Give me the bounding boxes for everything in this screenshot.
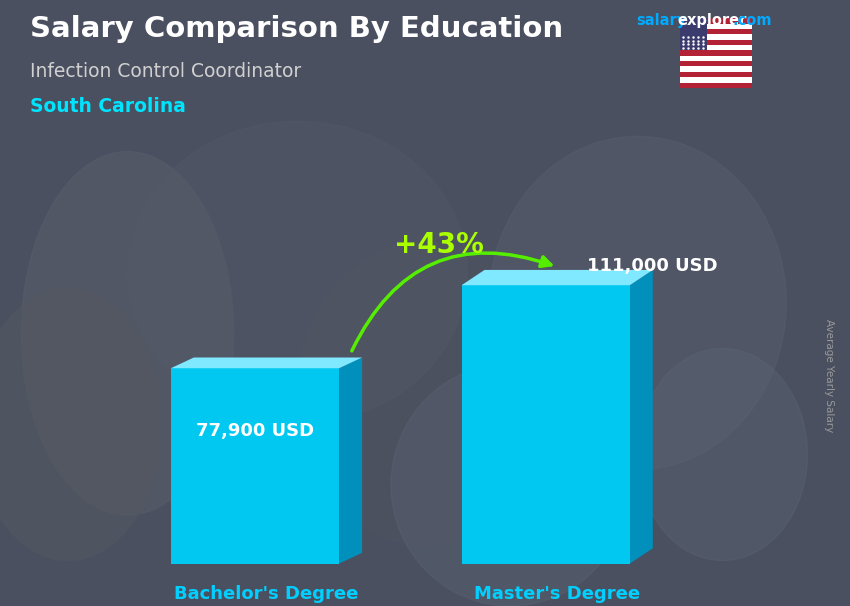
Bar	[680, 29, 752, 35]
Text: Salary Comparison By Education: Salary Comparison By Education	[30, 15, 563, 43]
Bar	[680, 72, 752, 77]
Polygon shape	[462, 270, 653, 285]
Bar	[680, 45, 752, 50]
Ellipse shape	[391, 364, 629, 606]
Bar	[680, 82, 752, 88]
Ellipse shape	[638, 348, 808, 561]
Bar	[680, 61, 752, 67]
Bar	[680, 77, 752, 82]
Ellipse shape	[21, 152, 234, 515]
Polygon shape	[171, 358, 362, 368]
Bar	[680, 39, 752, 45]
Text: .com: .com	[733, 13, 772, 28]
Polygon shape	[630, 270, 653, 564]
Bar	[462, 285, 630, 564]
Bar	[680, 50, 752, 56]
Bar	[680, 18, 707, 50]
Bar	[680, 67, 752, 72]
Bar	[680, 24, 752, 29]
Text: Infection Control Coordinator: Infection Control Coordinator	[30, 62, 301, 81]
Bar	[680, 56, 752, 61]
Ellipse shape	[0, 288, 162, 561]
Ellipse shape	[489, 136, 786, 470]
Bar	[680, 35, 752, 39]
Text: Bachelor's Degree: Bachelor's Degree	[174, 585, 359, 604]
Text: +43%: +43%	[394, 231, 484, 259]
Text: Master's Degree: Master's Degree	[474, 585, 640, 604]
Text: South Carolina: South Carolina	[30, 97, 185, 116]
Bar	[171, 368, 339, 564]
Polygon shape	[339, 358, 362, 564]
Text: explorer: explorer	[677, 13, 747, 28]
Text: salary: salary	[636, 13, 686, 28]
Text: Average Yearly Salary: Average Yearly Salary	[824, 319, 834, 432]
Ellipse shape	[298, 242, 552, 545]
Text: 111,000 USD: 111,000 USD	[587, 257, 718, 275]
Bar	[680, 18, 752, 24]
Ellipse shape	[128, 121, 468, 424]
Text: 77,900 USD: 77,900 USD	[196, 422, 314, 440]
